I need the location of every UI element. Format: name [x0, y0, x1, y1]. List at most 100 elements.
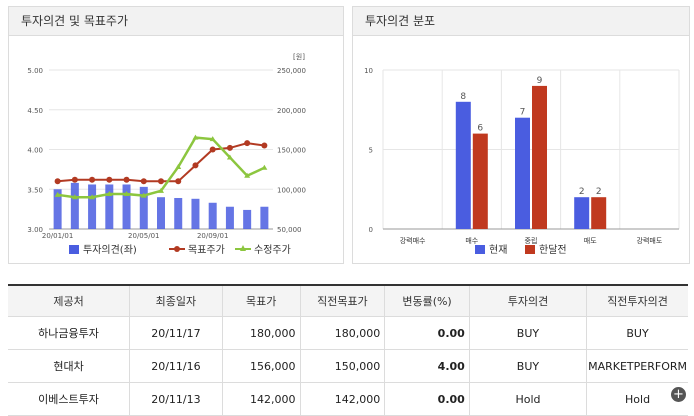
- target-cell: 156,000: [221, 349, 301, 383]
- bar-value-label: 2: [579, 187, 585, 197]
- x-tick-label: 20/05/01: [128, 232, 159, 240]
- prev-month-bar: [591, 197, 607, 229]
- y-left-tick-label: 4.00: [27, 147, 43, 155]
- change-rate-cell: 0.00: [384, 382, 470, 416]
- table-row[interactable]: 하나금융투자 20/11/17 180,000 180,000 0.00 BUY…: [8, 316, 688, 350]
- legend-prev-label: 한달전: [539, 244, 567, 256]
- opinion-bar: [157, 197, 165, 229]
- plus-circle-icon[interactable]: +: [671, 387, 686, 402]
- legend-target-label: 목표주가: [188, 244, 225, 256]
- opinion-bar: [105, 184, 114, 229]
- opinion-bar: [53, 189, 62, 229]
- x-tick-label: 20/09/01: [197, 232, 228, 240]
- adjusted-price-point: [54, 191, 61, 197]
- target-price-point: [209, 146, 216, 153]
- target-price-point: [244, 140, 251, 147]
- category-label: 매도: [584, 237, 597, 245]
- opinion-bar: [174, 197, 183, 229]
- right-panel-title: 투자의견 분포: [353, 7, 689, 36]
- adjusted-price-point: [106, 191, 113, 197]
- y-tick-label: 5: [369, 147, 373, 155]
- prev-target-cell: 150,000: [299, 349, 386, 383]
- opinion-bar: [260, 206, 269, 229]
- legend-current-label: 현재: [489, 244, 507, 256]
- header-date: 최종일자: [129, 284, 223, 317]
- change-rate-cell: 0.00: [384, 316, 470, 350]
- header-opinion: 투자의견: [468, 284, 588, 317]
- adjusted-price-point: [89, 194, 96, 200]
- table-row[interactable]: 현대차 20/11/16 156,000 150,000 4.00 BUY MA…: [8, 349, 688, 383]
- legend-prev-swatch: [525, 245, 535, 254]
- opinion-bar: [122, 184, 131, 229]
- category-label: 매수: [465, 237, 478, 245]
- target-price-point: [54, 178, 61, 185]
- adjusted-price-point: [175, 163, 182, 169]
- opinion-bar: [139, 186, 148, 229]
- prev-month-bar: [532, 85, 547, 230]
- analyst-table: 제공처 최종일자 목표가 직전목표가 변동률(%) 투자의견 직전투자의견 하나…: [8, 284, 688, 416]
- y-tick-label: 0: [369, 226, 373, 234]
- target-price-point: [123, 176, 130, 183]
- header-provider: 제공처: [8, 284, 131, 317]
- bar-value-label: 6: [477, 124, 483, 134]
- y-right-tick-label: 100,000: [277, 186, 306, 194]
- adjusted-price-point: [123, 191, 130, 197]
- adjusted-price-point: [71, 194, 78, 200]
- header-target: 목표가: [221, 284, 301, 317]
- prev-month-bar: [472, 133, 488, 229]
- table-header-row: 제공처 최종일자 목표가 직전목표가 변동률(%) 투자의견 직전투자의견: [8, 284, 688, 317]
- legend-adjusted-marker: [240, 245, 246, 251]
- adjusted-price-point: [140, 192, 147, 198]
- prev-target-cell: 180,000: [299, 316, 386, 350]
- unit-label: [원]: [293, 52, 305, 61]
- current-bar: [515, 117, 530, 229]
- target-price-point: [89, 176, 96, 183]
- legend-opinion-label: 투자의견(좌): [83, 244, 137, 256]
- provider-cell: 이베스트투자: [8, 382, 131, 416]
- bar-value-label: 7: [520, 108, 526, 118]
- opinion-target-price-panel: 투자의견 및 목표주가 5.00 4.50 4.00 3.50 3.00 250,000 2…: [8, 6, 344, 264]
- y-left-tick-label: 4.50: [27, 107, 43, 115]
- date-cell: 20/11/17: [129, 316, 223, 350]
- opinion-bar: [225, 206, 234, 229]
- adjusted-price-point: [158, 187, 164, 193]
- x-tick-label: 20/01/01: [42, 232, 73, 240]
- opinion-distribution-panel: 투자의견 분포 10 5 0 강력매수 매수 8 6 중립 7 9 매도 2 2 강력매도 현재 한달전: [352, 6, 690, 264]
- opinion-target-chart: 5.00 4.50 4.00 3.50 3.00 250,000 200,000 150,00…: [27, 52, 306, 256]
- header-prev-target: 직전목표가: [299, 284, 386, 317]
- prev-target-cell: 142,000: [299, 382, 386, 416]
- opinion-cell: BUY: [468, 316, 588, 350]
- y-right-tick-label: 50,000: [277, 226, 302, 234]
- y-right-tick-label: 150,000: [277, 147, 306, 155]
- provider-cell: 하나금융투자: [8, 316, 131, 350]
- target-price-point: [106, 176, 113, 183]
- opinion-bar: [208, 202, 217, 229]
- opinion-bar: [88, 184, 97, 229]
- y-left-tick-label: 3.00: [27, 226, 43, 234]
- y-right-tick-label: 200,000: [277, 107, 306, 115]
- header-prev-opinion: 직전투자의견: [586, 284, 688, 317]
- header-change-rate: 변동률(%): [384, 284, 470, 317]
- legend-target-marker: [174, 246, 180, 252]
- y-right-tick-label: 250,000: [277, 67, 306, 75]
- opinion-cell: BUY: [468, 349, 588, 383]
- legend-current-swatch: [475, 245, 485, 254]
- change-rate-cell: 4.00: [384, 349, 470, 383]
- category-label: 강력매수: [400, 236, 426, 245]
- current-bar: [455, 101, 471, 229]
- prev-opinion-cell: Hold: [586, 382, 688, 416]
- prev-opinion-cell: BUY: [586, 316, 688, 350]
- legend-adjusted-label: 수정주가: [254, 244, 291, 256]
- target-price-point: [71, 176, 78, 183]
- target-price-point: [192, 162, 199, 169]
- current-bar: [574, 197, 590, 229]
- y-tick-label: 10: [364, 67, 373, 75]
- target-price-point: [261, 142, 268, 149]
- adjusted-price-point: [261, 164, 268, 170]
- category-label: 강력매도: [637, 236, 663, 245]
- bar-value-label: 2: [596, 187, 602, 197]
- target-cell: 180,000: [221, 316, 301, 350]
- left-panel-title: 투자의견 및 목표주가: [9, 7, 343, 36]
- y-left-tick-label: 3.50: [27, 186, 43, 194]
